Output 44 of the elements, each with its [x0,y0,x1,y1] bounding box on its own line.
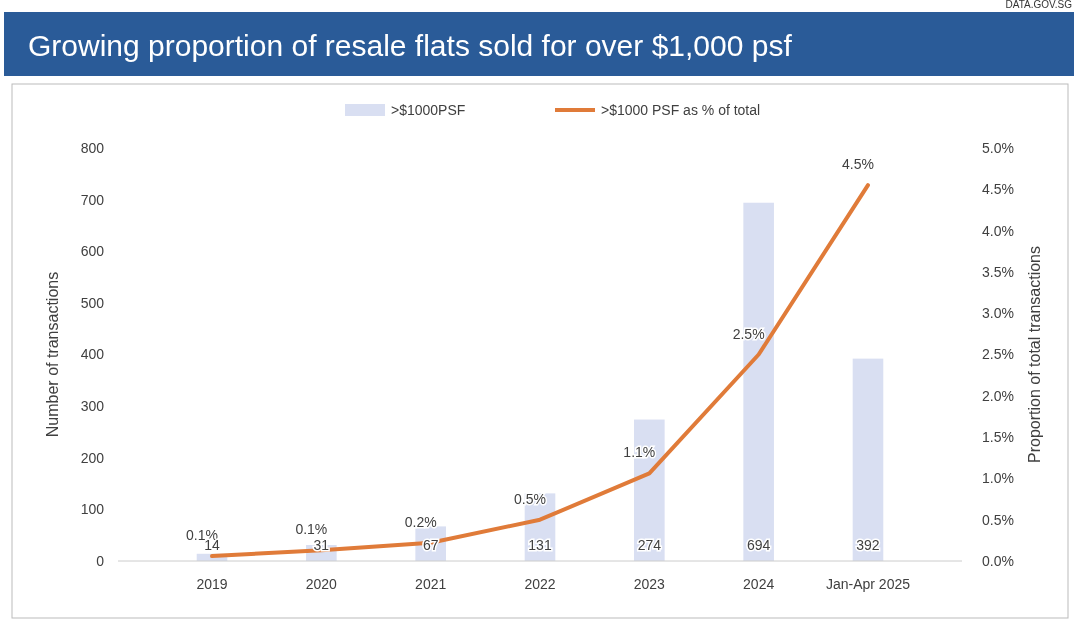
y2-tick-label: 1.5% [982,429,1014,445]
y-tick-label: 200 [80,449,105,466]
y-tick-label: 600 [80,243,105,260]
x-tick-label: 2023 [633,576,666,592]
x-tick-label: 2024 [743,576,775,592]
data-label: 2.5% [732,325,765,342]
y2-tick-label: 3.5% [982,263,1014,280]
y2-tick-label: 4.0% [982,222,1014,239]
data-label: 274 [637,537,662,553]
text: DATA.GOV.SG [1005,0,1073,10]
x-tick-label: 2022 [524,576,556,592]
y-tick-label: 500 [80,294,105,311]
x-tick-label: Jan-Apr 2025 [825,576,911,592]
data-label: 131 [528,537,552,553]
bar [852,358,884,561]
y2-tick-label: 2.0% [982,387,1014,404]
y-tick-label: 400 [80,346,105,363]
y2-tick-label: 4.5% [982,181,1014,198]
data-label: 4.5% [842,156,874,173]
x-tick-label: 2021 [415,576,447,592]
data-label: 392 [856,537,880,553]
y-tick-label: 300 [80,398,105,415]
y2-tick-label: 3.0% [982,305,1014,322]
y2-tick-label: 1.0% [982,470,1014,487]
x-tick-label: 2019 [196,576,228,592]
y2-axis-title: Proportion of total transactions [1026,245,1043,464]
data-label: 0.2% [404,513,437,530]
legend-label: >$1000PSF [391,101,466,118]
y-tick-label: 800 [80,139,105,156]
data-label: 694 [746,537,771,553]
y2-tick-label: 5.0% [982,139,1014,156]
y2-tick-label: 0.5% [982,511,1014,528]
data-label: 0.5% [514,490,546,507]
data-label: 0.1% [295,521,328,538]
y-tick-label: 100 [80,501,105,518]
data-label: 1.1% [623,444,656,461]
x-tick-label: 2020 [305,576,338,592]
y-tick-label: 0 [96,552,105,569]
legend-label: >$1000 PSF as % of total [601,101,761,118]
y2-tick-label: 0.0% [982,552,1014,569]
y-tick-label: 700 [80,191,105,208]
chart-title: Growing proportion of resale flats sold for over $1,000 psf [28,29,793,62]
y2-tick-label: 2.5% [982,346,1014,363]
y-axis-title: Number of transactions [44,271,61,438]
